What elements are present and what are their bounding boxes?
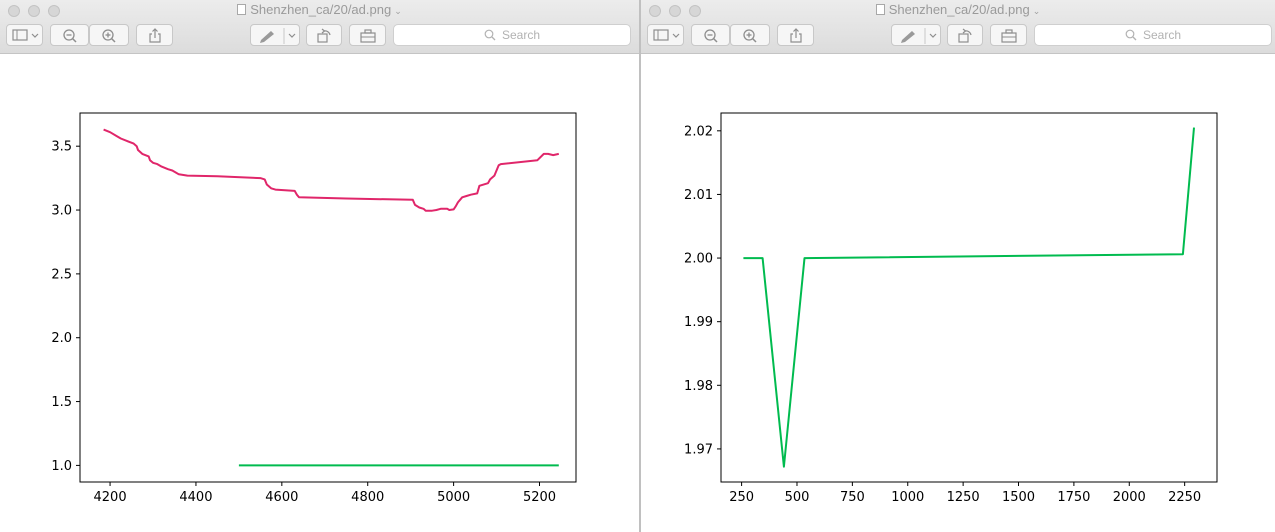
toolbox-button[interactable]: [990, 24, 1027, 46]
x-tick-label: 1000: [891, 490, 924, 505]
rotate-button[interactable]: [306, 24, 342, 46]
x-tick-label: 4600: [265, 490, 298, 505]
sidebar-icon: [11, 29, 38, 41]
zoom-in-icon: [743, 29, 757, 43]
share-icon: [148, 28, 161, 43]
y-tick-label: 1.99: [684, 315, 713, 330]
close-button[interactable]: [8, 5, 20, 17]
chart-right: 250 500 750 1000 1250 1500 1750 2000 2250 1.97 1.9…: [684, 112, 1218, 505]
sidebar-button[interactable]: [6, 24, 43, 46]
minimize-button[interactable]: [669, 5, 681, 17]
toolbox-icon: [359, 29, 376, 43]
rotate-icon: [317, 28, 331, 43]
x-tick-label: 4200: [94, 490, 127, 505]
y-tick-label: 2.0: [51, 331, 72, 346]
y-tick-label: 1.0: [51, 459, 72, 474]
search-field[interactable]: Search: [393, 24, 631, 46]
chart-left: 4200 4400 4600 4800 5000 5200 1.0 1.5 2.0 2.5 3.0 3…: [51, 112, 577, 505]
y-tick-label: 3.0: [51, 204, 72, 219]
x-tick-label: 5200: [523, 490, 556, 505]
chevron-down-icon[interactable]: ⌄: [1032, 6, 1041, 16]
sidebar-icon: [652, 29, 679, 41]
markup-button[interactable]: [891, 24, 941, 46]
share-button[interactable]: [777, 24, 814, 46]
title-bar: Shenzhen_ca/20/ad.png ⌄ Search: [641, 0, 1275, 54]
markup-pen-icon: [901, 28, 937, 44]
plot-frame: [79, 112, 577, 483]
y-tick-label: 1.98: [684, 379, 713, 394]
y-tick-label: 2.02: [684, 124, 713, 139]
y-tick-label: 2.5: [51, 267, 72, 282]
document-icon: [875, 4, 885, 15]
window-title: Shenzhen_ca/20/ad.png ⌄: [0, 2, 639, 19]
toolbox-button[interactable]: [349, 24, 386, 46]
preview-window-left: Shenzhen_ca/20/ad.png ⌄ Search 4200 4400 46…: [0, 0, 639, 532]
y-tick-label: 3.5: [51, 140, 72, 155]
search-field[interactable]: Search: [1034, 24, 1272, 46]
series-line-0: [103, 128, 560, 212]
y-tick-label: 1.5: [51, 395, 72, 410]
zoom-in-button[interactable]: [89, 24, 129, 46]
minimize-button[interactable]: [28, 5, 40, 17]
zoom-button[interactable]: [48, 5, 60, 17]
search-placeholder: Search: [501, 28, 541, 42]
y-tick-label: 1.97: [684, 442, 713, 457]
plot-frame: [720, 112, 1218, 483]
toolbox-icon: [1000, 29, 1017, 43]
x-tick-label: 2000: [1113, 490, 1146, 505]
x-tick-label: 500: [785, 490, 810, 505]
window-title: Shenzhen_ca/20/ad.png ⌄: [641, 2, 1275, 19]
y-tick-label: 2.00: [684, 252, 713, 267]
x-tick-label: 4400: [179, 490, 212, 505]
x-tick-label: 250: [729, 490, 754, 505]
rotate-icon: [958, 28, 972, 43]
markup-button[interactable]: [250, 24, 300, 46]
x-tick-label: 1750: [1057, 490, 1090, 505]
zoom-in-button[interactable]: [730, 24, 770, 46]
zoom-out-icon: [62, 29, 77, 43]
x-tick-label: 1500: [1002, 490, 1035, 505]
title-bar: Shenzhen_ca/20/ad.png ⌄ Search: [0, 0, 639, 54]
x-tick-label: 1250: [947, 490, 980, 505]
markup-pen-icon: [260, 28, 296, 44]
zoom-out-button[interactable]: [691, 24, 730, 46]
zoom-out-icon: [703, 29, 718, 43]
sidebar-button[interactable]: [647, 24, 684, 46]
search-placeholder: Search: [1142, 28, 1182, 42]
search-icon: [1125, 29, 1137, 41]
share-button[interactable]: [136, 24, 173, 46]
zoom-out-button[interactable]: [50, 24, 89, 46]
chevron-down-icon[interactable]: ⌄: [394, 6, 402, 16]
x-tick-label: 4800: [351, 490, 384, 505]
zoom-in-icon: [102, 29, 116, 43]
zoom-button[interactable]: [689, 5, 701, 17]
x-tick-label: 750: [840, 490, 865, 505]
search-icon: [484, 29, 496, 41]
x-tick-label: 2250: [1168, 490, 1201, 505]
window-divider: [639, 0, 641, 532]
rotate-button[interactable]: [947, 24, 983, 46]
y-tick-label: 2.01: [684, 188, 713, 203]
document-icon: [237, 4, 247, 15]
x-tick-label: 5000: [437, 490, 470, 505]
close-button[interactable]: [649, 5, 661, 17]
preview-window-right: Shenzhen_ca/20/ad.png ⌄ Search 250 500 750 1…: [641, 0, 1275, 532]
share-icon: [789, 28, 802, 43]
series-line-0: [743, 127, 1195, 468]
